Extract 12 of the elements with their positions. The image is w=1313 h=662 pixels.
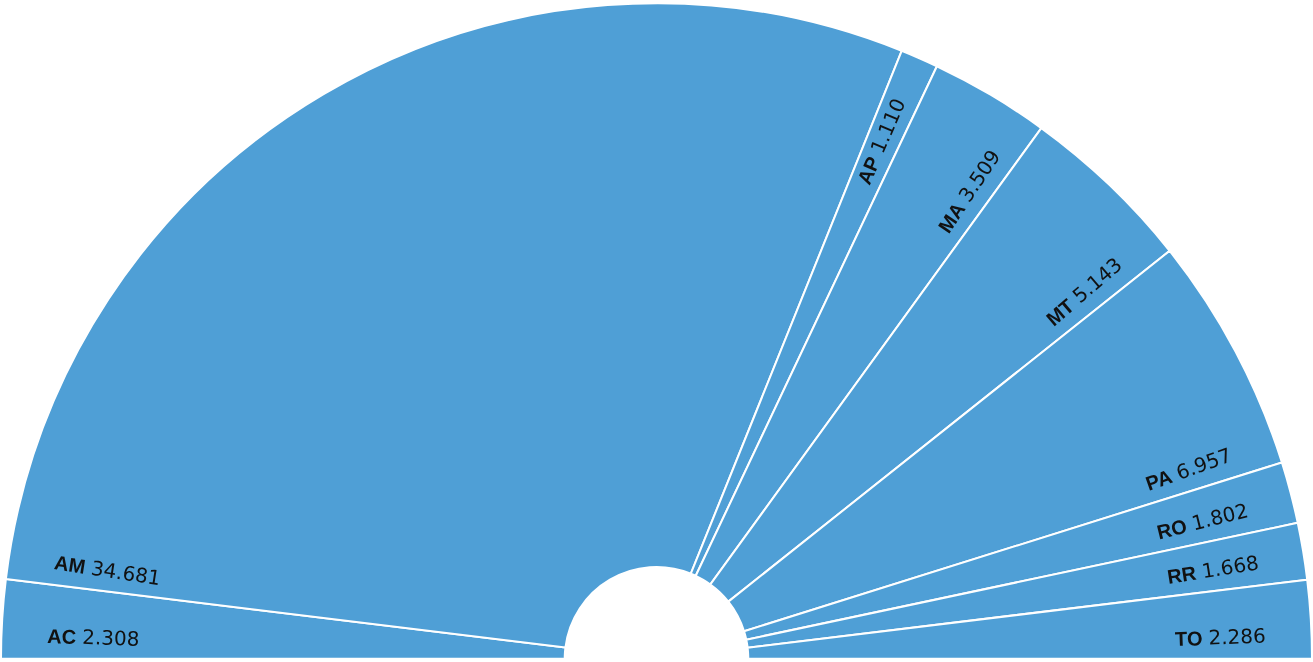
slice-label: AM (52, 551, 88, 578)
slice-label: TO (1174, 627, 1203, 651)
data-label: 6.957 (1172, 442, 1235, 485)
data-label: 1.802 (1189, 498, 1251, 536)
data-label: 1.668 (1200, 550, 1261, 584)
data-label: 2.308 (81, 624, 140, 651)
slice-label: PA (1142, 465, 1175, 495)
slice-label: RO (1154, 514, 1189, 544)
slice-label: RR (1165, 561, 1199, 588)
data-label: 2.286 (1208, 623, 1267, 650)
data-label: 34.681 (89, 555, 163, 591)
slice-label: AC (46, 624, 77, 648)
